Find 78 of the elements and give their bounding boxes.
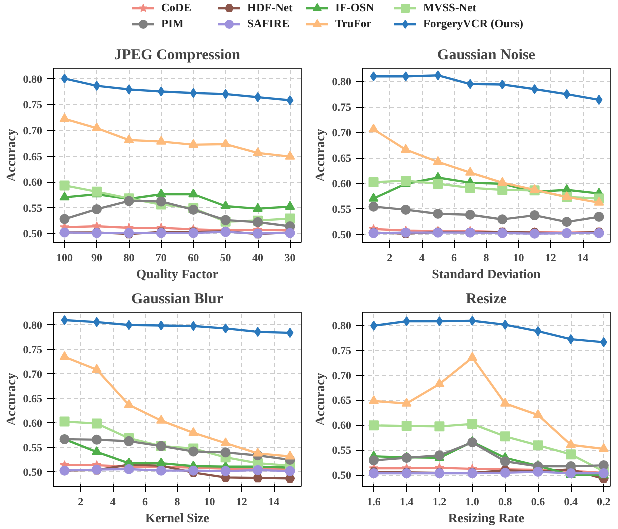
y-axis-title: Accuracy — [312, 372, 328, 426]
x-axis-title: Quality Factor — [136, 266, 219, 282]
y-tick-label: 0.55 — [332, 204, 352, 216]
y-tick-label: 0.60 — [23, 177, 43, 190]
y-tick-label: 0.50 — [23, 466, 43, 479]
y-tick-label: 0.75 — [332, 102, 352, 114]
x-tick-label: 10 — [204, 496, 216, 508]
x-tick-label: 1.6 — [367, 496, 382, 508]
legend-label: ForgeryVCR (Ours) — [424, 18, 524, 30]
y-tick-label: 0.65 — [23, 393, 43, 406]
x-tick-label: 4 — [419, 252, 426, 264]
y-tick-label: 0.65 — [332, 395, 352, 408]
x-tick-label: 12 — [236, 496, 248, 508]
y-tick-label: 0.50 — [332, 470, 352, 482]
y-tick-label: 0.70 — [332, 128, 352, 140]
chart-title: Resize — [466, 292, 508, 308]
x-tick-label: 2 — [78, 496, 84, 508]
legend-label: SAFIRE — [248, 18, 290, 30]
y-axis-title: Accuracy — [3, 372, 18, 426]
y-tick-label: 0.50 — [332, 229, 352, 242]
x-tick-label: 14 — [268, 496, 280, 508]
y-axis-title: Accuracy — [3, 128, 18, 182]
x-tick-label: 40 — [252, 252, 264, 264]
x-tick-label: 1.4 — [400, 496, 414, 508]
y-tick-label: 0.75 — [23, 344, 43, 356]
y-tick-label: 0.60 — [332, 178, 352, 190]
y-tick-label: 0.60 — [23, 418, 43, 430]
y-tick-label: 0.60 — [332, 420, 352, 432]
x-axis-title: Resizing Rate — [448, 510, 525, 526]
x-tick-label: 0.4 — [564, 496, 578, 508]
y-tick-label: 0.65 — [23, 151, 43, 164]
x-tick-label: 0.8 — [498, 496, 513, 508]
y-tick-label: 0.75 — [332, 345, 352, 358]
y-tick-label: 0.80 — [23, 74, 43, 86]
y-tick-label: 0.80 — [332, 320, 352, 332]
legend-label: CoDE — [162, 2, 192, 14]
x-tick-label: 6 — [452, 252, 458, 264]
x-tick-label: 80 — [124, 252, 136, 264]
y-axis-title: Accuracy — [312, 128, 328, 182]
y-tick-label: 0.75 — [23, 100, 43, 112]
x-tick-label: 10 — [513, 252, 525, 264]
x-tick-label: 8 — [484, 252, 490, 264]
x-tick-label: 90 — [91, 252, 103, 264]
y-tick-label: 0.55 — [23, 442, 43, 454]
legend-label: TruFor — [336, 18, 372, 30]
legend-label: PIM — [162, 18, 184, 30]
x-tick-label: 4 — [110, 496, 116, 508]
y-tick-label: 0.70 — [23, 125, 43, 138]
x-tick-label: 100 — [56, 252, 74, 264]
x-tick-label: 8 — [174, 496, 181, 508]
x-tick-label: 70 — [156, 252, 168, 264]
legend-label: MVSS-Net — [424, 2, 477, 14]
y-tick-label: 0.70 — [23, 368, 43, 381]
x-axis-title: Standard Deviation — [432, 266, 542, 282]
x-tick-label: 2 — [387, 252, 394, 264]
x-tick-label: 1.0 — [466, 496, 480, 508]
legend-label: HDF-Net — [248, 2, 294, 14]
y-tick-label: 0.50 — [23, 228, 43, 241]
legend-label: IF-OSN — [336, 2, 376, 14]
x-tick-label: 0.6 — [531, 496, 546, 508]
y-tick-label: 0.55 — [332, 445, 352, 458]
x-tick-label: 0.2 — [597, 496, 612, 508]
x-tick-label: 12 — [545, 252, 557, 264]
x-tick-label: 30 — [284, 252, 296, 264]
x-tick-label: 14 — [578, 252, 590, 264]
chart-title: Gaussian Blur — [131, 292, 224, 308]
y-tick-label: 0.80 — [23, 320, 43, 332]
y-tick-label: 0.80 — [332, 76, 352, 89]
y-tick-label: 0.70 — [332, 370, 352, 382]
x-tick-label: 60 — [188, 252, 200, 264]
y-tick-label: 0.65 — [332, 153, 352, 166]
x-tick-label: 50 — [220, 252, 232, 264]
x-tick-label: 1.2 — [432, 496, 448, 508]
y-tick-label: 0.55 — [23, 202, 43, 215]
x-tick-label: 6 — [142, 496, 149, 508]
chart-title: JPEG Compression — [114, 48, 242, 64]
chart-title: Gaussian Noise — [438, 48, 536, 64]
x-axis-title: Kernel Size — [146, 510, 210, 526]
